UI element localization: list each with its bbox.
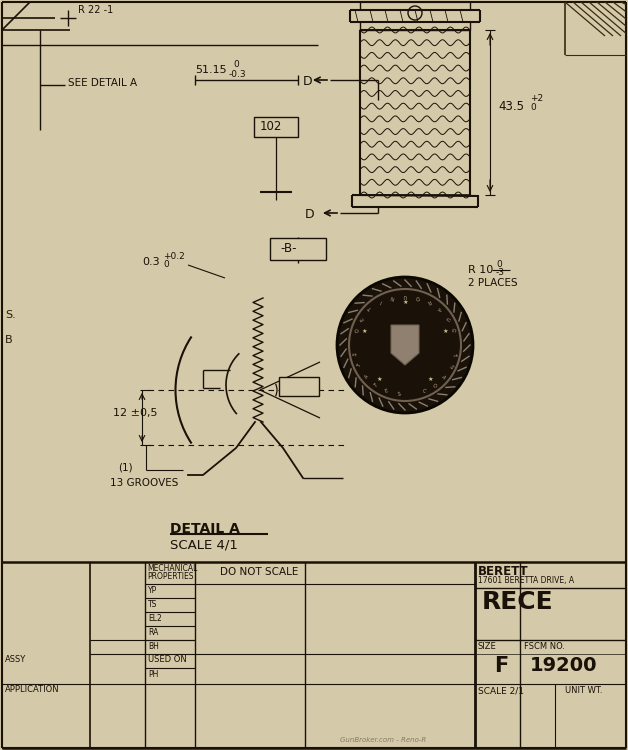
Text: PH: PH — [148, 670, 158, 679]
Text: SEE DETAIL A: SEE DETAIL A — [68, 78, 137, 88]
Text: SCALE 4/1: SCALE 4/1 — [170, 538, 238, 551]
Text: E: E — [360, 316, 365, 321]
Text: U: U — [444, 316, 450, 321]
Text: O: O — [431, 382, 437, 388]
Text: T: T — [368, 306, 374, 311]
Text: SCALE 2/1: SCALE 2/1 — [478, 686, 524, 695]
Polygon shape — [391, 325, 419, 365]
Text: S.: S. — [5, 310, 16, 320]
Text: BERETT: BERETT — [478, 565, 529, 578]
Text: SIZE: SIZE — [478, 642, 497, 651]
Text: 13 GROOVES: 13 GROOVES — [110, 478, 178, 488]
Text: EL2: EL2 — [148, 614, 162, 623]
Text: ★: ★ — [428, 377, 433, 382]
Text: -0.3: -0.3 — [229, 70, 247, 79]
Text: 43.5: 43.5 — [498, 100, 524, 113]
Text: 17601 BERETTA DRIVE, A: 17601 BERETTA DRIVE, A — [478, 576, 574, 585]
Text: ASSY: ASSY — [5, 655, 26, 664]
Text: S: S — [397, 392, 401, 398]
Text: +0.2: +0.2 — [163, 252, 185, 261]
Text: GunBroker.com - Reno-R: GunBroker.com - Reno-R — [340, 737, 426, 743]
Text: S: S — [447, 364, 453, 369]
Text: RECE: RECE — [482, 590, 554, 614]
Text: 1790: 1790 — [398, 373, 412, 378]
Text: -3: -3 — [496, 268, 505, 277]
Text: S: S — [353, 352, 359, 356]
Text: ★: ★ — [377, 377, 382, 382]
Text: PROPERTIES: PROPERTIES — [147, 572, 193, 581]
Text: 19200: 19200 — [530, 656, 597, 675]
Text: N: N — [390, 294, 395, 299]
Text: E: E — [384, 388, 389, 394]
Text: USED ON: USED ON — [148, 655, 187, 664]
Text: D: D — [303, 75, 313, 88]
Text: C: C — [421, 388, 426, 394]
Text: R 10: R 10 — [468, 265, 493, 275]
Text: ★: ★ — [402, 299, 408, 304]
Text: D: D — [305, 208, 315, 221]
Text: 51.15: 51.15 — [195, 65, 227, 75]
Text: T: T — [373, 382, 378, 388]
Text: A: A — [436, 305, 442, 311]
Text: ★: ★ — [361, 329, 367, 334]
FancyBboxPatch shape — [270, 238, 326, 260]
Text: TS: TS — [148, 600, 158, 609]
Text: 0: 0 — [233, 60, 239, 69]
Text: R: R — [426, 298, 432, 304]
Text: I: I — [379, 298, 383, 304]
Text: BH: BH — [148, 642, 159, 651]
Text: 2 PLACES: 2 PLACES — [468, 278, 517, 288]
Text: G: G — [450, 327, 455, 332]
Text: YP: YP — [148, 586, 157, 595]
Text: 60°: 60° — [284, 379, 303, 389]
Text: D: D — [354, 327, 360, 332]
Text: (1): (1) — [118, 463, 133, 473]
Text: APPLICATION: APPLICATION — [5, 685, 60, 694]
Text: T: T — [452, 352, 457, 356]
Text: FSCM NO.: FSCM NO. — [524, 642, 565, 651]
Text: +2: +2 — [530, 94, 543, 103]
Text: -B-: -B- — [280, 242, 296, 255]
Text: 0: 0 — [530, 103, 536, 112]
Text: 102: 102 — [260, 120, 283, 133]
Text: ★: ★ — [443, 329, 449, 334]
Circle shape — [337, 277, 473, 413]
Text: F: F — [494, 656, 508, 676]
Text: DETAIL A: DETAIL A — [170, 522, 240, 536]
Text: A: A — [440, 374, 447, 380]
Text: 0: 0 — [163, 260, 169, 269]
Text: R 22 -1: R 22 -1 — [78, 5, 113, 15]
Text: D: D — [415, 294, 420, 299]
Text: 12 ±0,5: 12 ±0,5 — [113, 408, 158, 418]
Text: DO NOT SCALE: DO NOT SCALE — [220, 567, 298, 577]
Text: B: B — [5, 335, 13, 345]
Text: 0.3: 0.3 — [142, 257, 160, 267]
FancyBboxPatch shape — [254, 117, 298, 137]
Text: 0: 0 — [496, 260, 502, 269]
Text: A: A — [364, 374, 369, 380]
Text: U: U — [403, 292, 407, 298]
Text: RA: RA — [148, 628, 158, 637]
Text: T: T — [357, 364, 362, 369]
Text: MECHANICAL: MECHANICAL — [147, 564, 197, 573]
FancyBboxPatch shape — [279, 377, 319, 396]
Text: UNIT WT.: UNIT WT. — [565, 686, 602, 695]
